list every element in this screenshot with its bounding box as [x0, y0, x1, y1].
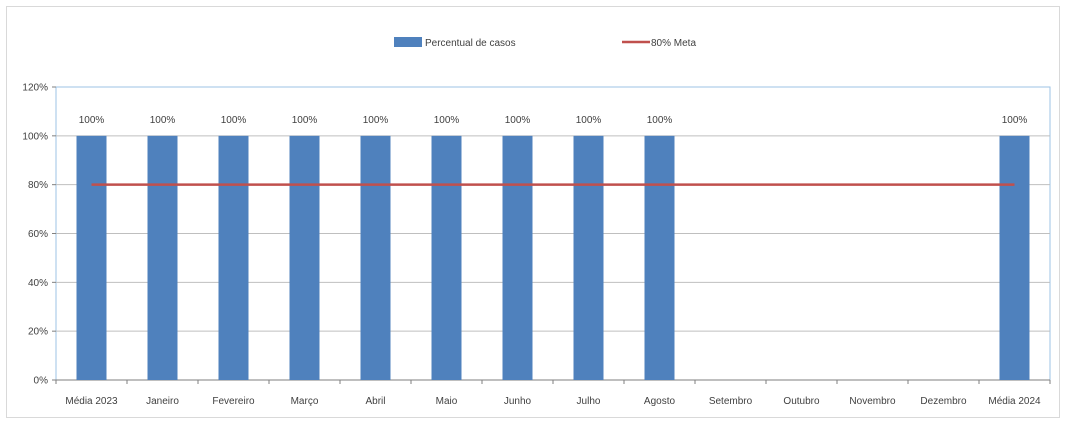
- x-tick-label: Agosto: [644, 396, 676, 407]
- x-tick-label: Média 2024: [988, 396, 1041, 407]
- data-label: 100%: [150, 115, 176, 126]
- x-tick-label: Setembro: [709, 396, 753, 407]
- y-tick-label: 100%: [22, 131, 48, 142]
- y-tick-label: 120%: [22, 83, 48, 94]
- data-label: 100%: [576, 115, 602, 126]
- x-tick-label: Fevereiro: [212, 396, 255, 407]
- x-tick-label: Abril: [365, 396, 385, 407]
- data-label: 100%: [221, 115, 247, 126]
- y-tick-label: 40%: [28, 278, 48, 289]
- data-label: 100%: [647, 115, 673, 126]
- data-label: 100%: [1002, 115, 1028, 126]
- chart-area: [6, 6, 1060, 418]
- legend-swatch-bar: [394, 37, 422, 47]
- bar: [218, 135, 249, 380]
- data-label: 100%: [363, 115, 389, 126]
- x-tick-label: Outubro: [783, 396, 820, 407]
- x-tick-label: Junho: [504, 396, 532, 407]
- y-tick-label: 0%: [34, 376, 49, 387]
- bar: [502, 135, 533, 380]
- data-label: 100%: [505, 115, 531, 126]
- data-label: 100%: [292, 115, 318, 126]
- data-label: 100%: [79, 115, 105, 126]
- x-tick-label: Média 2023: [65, 396, 118, 407]
- y-tick-label: 20%: [28, 327, 48, 338]
- legend-label-line: 80% Meta: [651, 38, 696, 49]
- y-tick-label: 80%: [28, 180, 48, 191]
- legend-label-bar: Percentual de casos: [425, 38, 516, 49]
- x-tick-label: Julho: [577, 396, 601, 407]
- x-tick-label: Março: [291, 396, 319, 407]
- y-tick-label: 60%: [28, 229, 48, 240]
- bar: [289, 135, 320, 380]
- x-tick-label: Maio: [436, 396, 458, 407]
- bar: [360, 135, 391, 380]
- x-tick-label: Novembro: [849, 396, 896, 407]
- x-tick-label: Janeiro: [146, 396, 179, 407]
- bar: [76, 135, 107, 380]
- x-tick-label: Dezembro: [920, 396, 967, 407]
- bar: [999, 135, 1030, 380]
- bar: [431, 135, 462, 380]
- bar: [147, 135, 178, 380]
- data-label: 100%: [434, 115, 460, 126]
- bar: [573, 135, 604, 380]
- bar: [644, 135, 675, 380]
